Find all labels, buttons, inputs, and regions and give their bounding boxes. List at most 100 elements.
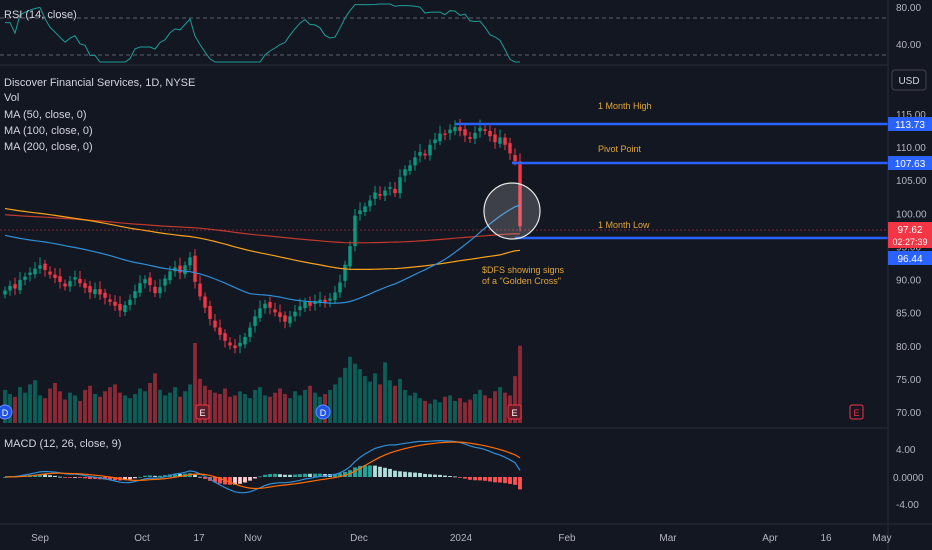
- rsi-title: RSI (14, close): [4, 9, 77, 21]
- candle-body: [298, 306, 302, 311]
- macd-hist-bar: [268, 473, 272, 477]
- macd-hist-bar: [303, 473, 307, 477]
- volume-bar: [358, 369, 362, 423]
- candle-body: [13, 284, 17, 289]
- golden-cross-label-1: $DFS showing signs: [482, 265, 565, 275]
- price-tick-label: 105.00: [896, 176, 927, 187]
- currency-button[interactable]: [891, 69, 927, 91]
- macd-hist-bar: [78, 477, 82, 478]
- high-price-tag: [888, 117, 932, 131]
- symbol-title[interactable]: Discover Financial Services, 1D, NYSE: [4, 77, 195, 89]
- volume-bar: [143, 391, 147, 423]
- macd-hist-bar: [48, 475, 52, 477]
- candle-body: [3, 290, 7, 295]
- candle-body: [323, 299, 327, 303]
- candle-body: [68, 281, 72, 287]
- one-month-low-label: 1 Month Low: [598, 220, 650, 230]
- macd-hist-bar: [38, 474, 42, 477]
- price-tick-label: 115.00: [896, 110, 926, 121]
- candle-body: [38, 265, 42, 269]
- candle-body: [508, 143, 512, 154]
- candle-body: [423, 153, 427, 156]
- dividend-marker[interactable]: [315, 404, 331, 420]
- volume-bar: [218, 394, 222, 423]
- candles: [3, 118, 522, 354]
- volume-bar: [478, 389, 482, 423]
- macd-hist-bar: [363, 465, 367, 477]
- macd-hist-bar: [103, 477, 107, 480]
- time-tick-label: 16: [820, 533, 832, 544]
- volume-legend[interactable]: Vol: [4, 92, 19, 104]
- macd-hist-bar: [473, 477, 477, 481]
- macd-hist-bar: [73, 477, 77, 478]
- macd-hist-bar: [63, 477, 67, 478]
- macd-hist-bar: [408, 472, 412, 477]
- time-tick-label: Apr: [762, 533, 778, 544]
- time-axis[interactable]: Sep Oct 17 Nov Dec 2024 Feb Mar Apr 16 May: [31, 533, 891, 544]
- candle-body: [48, 271, 52, 275]
- candle-body: [328, 298, 332, 301]
- macd-hist-bar: [403, 471, 407, 477]
- time-tick-label: Feb: [558, 533, 576, 544]
- macd-hist-bar: [143, 475, 147, 477]
- ma100-legend[interactable]: MA (100, close, 0): [4, 125, 93, 137]
- volume-bar: [243, 394, 247, 423]
- earnings-marker-upcoming[interactable]: [849, 404, 864, 420]
- earnings-marker[interactable]: [507, 404, 522, 420]
- volume-bar: [103, 391, 107, 423]
- macd-hist-bar: [238, 477, 242, 484]
- currency-label: USD: [898, 76, 919, 87]
- macd-hist-bar: [203, 477, 207, 479]
- candle-body: [393, 188, 397, 194]
- time-tick-label: May: [873, 533, 892, 544]
- time-tick-label: 2024: [450, 533, 473, 544]
- candle-body: [128, 299, 132, 306]
- earnings-marker[interactable]: [195, 404, 210, 420]
- volume-bar: [248, 398, 252, 423]
- volume-bar: [83, 389, 87, 423]
- ma200-legend[interactable]: MA (200, close, 0): [4, 141, 93, 153]
- volume-bar: [238, 391, 242, 423]
- macd-hist-bar: [513, 477, 517, 485]
- volume-bar: [308, 385, 312, 423]
- candle-body: [163, 278, 167, 286]
- volume-bar: [33, 380, 37, 423]
- candle-body: [168, 271, 172, 281]
- volume-bar: [423, 400, 427, 423]
- candle-body: [473, 132, 477, 139]
- volume-bar: [128, 398, 132, 423]
- macd-hist-bar: [503, 477, 507, 484]
- candle-body: [133, 291, 137, 299]
- volume-bar: [388, 380, 392, 423]
- candle-body: [498, 137, 502, 144]
- macd-hist-bar: [338, 473, 342, 477]
- candle-body: [43, 263, 47, 270]
- volume-bar: [393, 385, 397, 423]
- volume-bar: [28, 384, 32, 423]
- volume-bar: [108, 387, 112, 423]
- price-tick-label: 75.00: [896, 375, 921, 386]
- dividend-marker[interactable]: [0, 404, 13, 420]
- ma50-legend[interactable]: MA (50, close, 0): [4, 109, 87, 121]
- macd-hist-bar: [448, 476, 452, 477]
- volume-bar: [98, 396, 102, 423]
- candle-body: [398, 177, 402, 194]
- candle-body: [303, 301, 307, 309]
- macd-hist-bar: [263, 474, 267, 477]
- candle-body: [488, 130, 492, 137]
- volume-bar: [363, 376, 367, 423]
- candle-body: [443, 133, 447, 135]
- macd-hist-bar: [353, 467, 357, 477]
- macd-hist-bar: [293, 474, 297, 477]
- candle-body: [503, 137, 507, 145]
- candle-body: [253, 316, 257, 326]
- volume-bar: [43, 398, 47, 423]
- price-axis[interactable]: [888, 0, 932, 550]
- volume-bar: [58, 391, 62, 423]
- candle-body: [333, 292, 337, 301]
- macd-axis-4: 4.00: [896, 445, 916, 456]
- time-tick-label: Oct: [134, 533, 150, 544]
- volume-bar: [438, 402, 442, 423]
- candle-body: [118, 304, 122, 311]
